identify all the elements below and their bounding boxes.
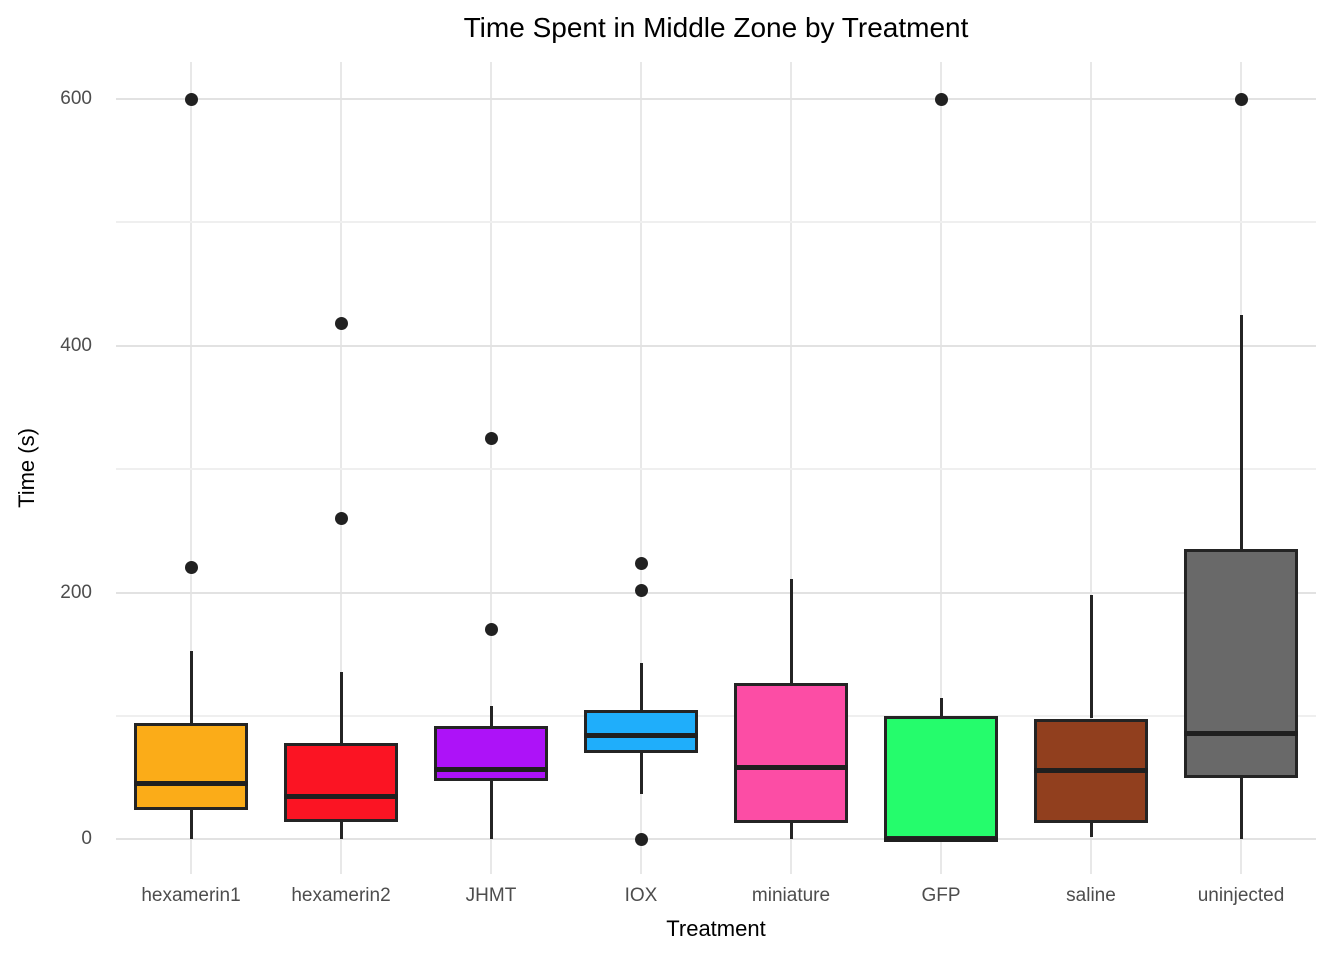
outlier-dot-uninjected	[1234, 92, 1248, 106]
median-IOX	[584, 733, 698, 739]
minor-gridline	[116, 221, 1316, 224]
major-gridline	[116, 344, 1316, 347]
upper-whisker-uninjected	[1239, 314, 1243, 550]
x-tick-label: saline	[1066, 885, 1116, 906]
median-saline	[1034, 767, 1148, 773]
lower-whisker-miniature	[789, 823, 793, 840]
x-tick-label: IOX	[624, 885, 658, 906]
vertical-gridline	[190, 62, 192, 874]
vertical-gridline	[1090, 62, 1092, 874]
x-tick-label: hexamerin1	[141, 885, 241, 906]
median-hexamerin2	[284, 793, 398, 799]
upper-whisker-JHMT	[489, 706, 493, 726]
minor-gridline	[116, 468, 1316, 471]
outlier-dot-JHMT	[484, 431, 498, 445]
minor-gridline	[116, 715, 1316, 718]
y-tick-label: 0	[81, 828, 92, 850]
outlier-dot-IOX	[634, 556, 648, 570]
outlier-dot-hexamerin1	[184, 561, 198, 575]
box-hexamerin2	[284, 743, 398, 823]
upper-whisker-GFP	[939, 697, 943, 717]
y-tick-label: 400	[60, 334, 92, 356]
x-tick-label: hexamerin2	[291, 885, 391, 906]
x-tick-label: miniature	[751, 885, 831, 906]
upper-whisker-hexamerin2	[339, 671, 343, 744]
outlier-dot-JHMT	[484, 623, 498, 637]
outlier-dot-hexamerin1	[184, 92, 198, 106]
outlier-dot-GFP	[934, 92, 948, 106]
lower-whisker-saline	[1089, 823, 1093, 837]
lower-whisker-uninjected	[1239, 777, 1243, 840]
median-uninjected	[1184, 730, 1298, 736]
upper-whisker-IOX	[639, 662, 643, 710]
vertical-gridline	[640, 62, 642, 874]
lower-whisker-hexamerin1	[189, 809, 193, 840]
lower-whisker-IOX	[639, 753, 643, 794]
outlier-dot-hexamerin2	[334, 317, 348, 331]
major-gridline	[116, 591, 1316, 594]
major-gridline	[116, 98, 1316, 101]
x-tick-label: JHMT	[465, 885, 517, 906]
outlier-dot-hexamerin2	[334, 512, 348, 526]
box-JHMT	[434, 725, 548, 782]
box-GFP	[884, 716, 998, 840]
x-tick-label: GFP	[921, 885, 961, 906]
chart-title: Time Spent in Middle Zone by Treatment	[463, 12, 969, 43]
vertical-gridline	[940, 62, 942, 874]
box-uninjected	[1184, 549, 1298, 778]
box-miniature	[734, 682, 848, 824]
major-gridline	[116, 838, 1316, 841]
y-axis-title: Time (s)	[14, 428, 39, 508]
median-JHMT	[434, 766, 548, 772]
box-IOX	[584, 709, 698, 754]
vertical-gridline	[340, 62, 342, 874]
box-hexamerin1	[134, 723, 248, 810]
median-miniature	[734, 765, 848, 771]
outlier-dot-IOX	[634, 832, 648, 846]
upper-whisker-miniature	[789, 579, 793, 683]
vertical-gridline	[490, 62, 492, 874]
x-tick-label: uninjected	[1197, 885, 1285, 906]
median-hexamerin1	[134, 781, 248, 787]
lower-whisker-JHMT	[489, 781, 493, 840]
median-GFP	[884, 836, 998, 842]
x-axis-title: Treatment	[666, 916, 766, 941]
vertical-gridline	[790, 62, 792, 874]
upper-whisker-saline	[1089, 595, 1093, 719]
plot-panel	[116, 62, 1316, 874]
outlier-dot-IOX	[634, 583, 648, 597]
y-tick-label: 600	[60, 88, 92, 110]
y-tick-label: 200	[60, 581, 92, 603]
upper-whisker-hexamerin1	[189, 650, 193, 724]
lower-whisker-hexamerin2	[339, 822, 343, 840]
